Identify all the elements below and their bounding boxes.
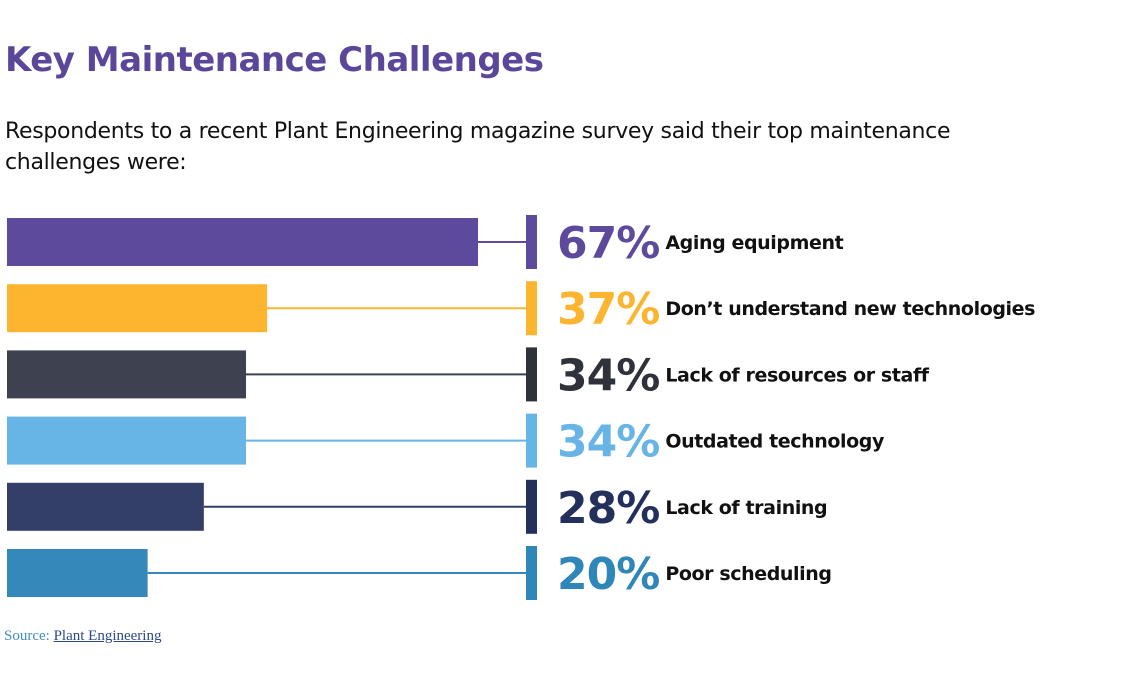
value-label-5: 28% bbox=[557, 483, 659, 534]
value-label-6: 20% bbox=[557, 549, 659, 600]
category-label-6: Poor scheduling bbox=[665, 563, 831, 585]
bar-6 bbox=[7, 549, 148, 597]
bar-3 bbox=[7, 350, 247, 399]
category-label-1: Aging equipment bbox=[665, 232, 843, 254]
value-label-1: 67% bbox=[557, 218, 659, 269]
category-label-2: Don’t understand new technologies bbox=[665, 298, 1035, 320]
source-link[interactable]: Plant Engineering bbox=[53, 628, 162, 644]
bar-1 bbox=[7, 218, 478, 266]
marker-3 bbox=[526, 347, 537, 402]
chart-title: Key Maintenance Challenges bbox=[5, 40, 544, 80]
source-prefix: Source: bbox=[4, 628, 54, 644]
marker-6 bbox=[526, 546, 537, 600]
marker-2 bbox=[526, 281, 537, 336]
value-label-4: 34% bbox=[557, 417, 659, 468]
bar-4 bbox=[7, 416, 247, 465]
source-note: Source: Plant Engineering bbox=[4, 628, 161, 645]
chart-subtitle: Respondents to a recent Plant Engineerin… bbox=[5, 119, 951, 175]
category-label-5: Lack of training bbox=[665, 497, 827, 519]
marker-4 bbox=[526, 413, 537, 468]
category-label-4: Outdated technology bbox=[665, 431, 885, 453]
bar-2 bbox=[7, 284, 268, 333]
category-label-3: Lack of resources or staff bbox=[665, 364, 929, 386]
marker-5 bbox=[526, 479, 537, 534]
bar-5 bbox=[7, 482, 204, 531]
value-label-2: 37% bbox=[557, 284, 659, 335]
value-label-3: 34% bbox=[557, 350, 659, 401]
bar-chart: 67% Aging equipment 37% Don’t understand ne… bbox=[7, 215, 1036, 600]
marker-1 bbox=[526, 215, 537, 269]
